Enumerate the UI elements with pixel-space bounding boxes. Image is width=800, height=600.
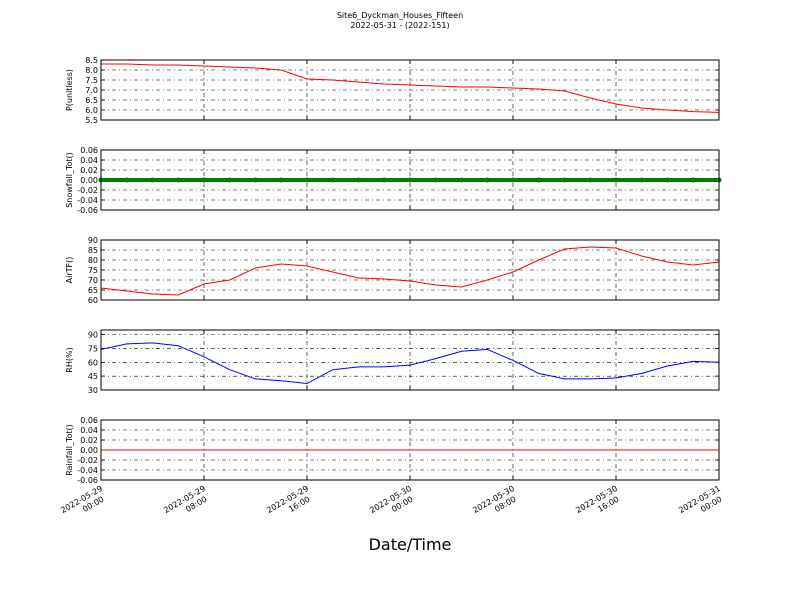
y-tick-label: -0.02 [77, 456, 98, 465]
y-tick-label: 6.0 [85, 106, 98, 115]
data-line [100, 342, 720, 385]
data-line [101, 63, 720, 113]
y-tick-label: 60 [88, 358, 98, 367]
y-tick-label: -0.02 [77, 186, 98, 195]
data-point [227, 177, 233, 183]
data-point [562, 177, 567, 183]
data-point [330, 177, 336, 183]
y-tick-label: 70 [88, 276, 98, 285]
y-tick-label: -0.06 [77, 206, 98, 215]
x-axis-label: Date/Time [369, 535, 452, 554]
data-point [253, 177, 258, 183]
data-point [587, 177, 593, 183]
y-axis-label: AirTF() [65, 257, 74, 284]
data-point [356, 177, 361, 183]
y-tick-label: 0.02 [80, 166, 98, 175]
data-point [484, 177, 490, 183]
y-tick-label: 90 [88, 236, 98, 245]
y-tick-label: 65 [88, 286, 98, 295]
y-tick-label: 0.06 [80, 146, 98, 155]
data-point [665, 177, 670, 183]
y-tick-label: 0.04 [80, 156, 98, 165]
y-tick-label: 80 [88, 256, 98, 265]
data-line [100, 246, 720, 296]
y-axis-label: RH(%) [65, 347, 74, 372]
y-tick-label: 5.5 [85, 116, 98, 125]
y-tick-label: 0.00 [80, 446, 98, 455]
chart-subtitle: 2022-05-31 - (2022-151) [350, 21, 449, 30]
y-axis-label: Rainfall_Tot() [65, 424, 74, 476]
plot-frame [100, 59, 720, 121]
data-point [459, 177, 464, 183]
data-point [433, 177, 439, 183]
data-point [690, 177, 696, 183]
plot-frame [100, 329, 720, 391]
y-tick-label: 75 [88, 344, 98, 353]
y-tick-label: 8.5 [85, 56, 98, 65]
data-point [201, 177, 207, 183]
y-tick-label: 7.0 [85, 86, 98, 95]
y-tick-label: 30 [88, 386, 98, 395]
data-point [381, 177, 387, 183]
data-point [150, 177, 155, 183]
y-tick-label: 7.5 [85, 76, 98, 85]
y-tick-label: 0.06 [80, 416, 98, 425]
data-point [175, 177, 181, 183]
chart-title: Site6_Dyckman_Houses_Fifteen [337, 11, 463, 20]
data-point [278, 177, 284, 183]
data-point [124, 177, 130, 183]
y-tick-label: 75 [88, 266, 98, 275]
plot-frame [100, 239, 720, 301]
plot-frame [100, 419, 720, 481]
y-axis-label: Snowfall_Tot() [65, 152, 74, 208]
data-point [407, 177, 413, 183]
y-tick-label: -0.04 [77, 196, 98, 205]
y-axis-label: P(unitless) [65, 69, 74, 111]
data-point [639, 177, 645, 183]
y-tick-label: 45 [88, 372, 98, 381]
y-tick-label: 0.00 [80, 176, 98, 185]
y-tick-label: 90 [88, 331, 98, 340]
y-tick-label: 6.5 [85, 96, 98, 105]
y-tick-label: 0.02 [80, 436, 98, 445]
data-point [613, 177, 619, 183]
y-tick-label: 0.04 [80, 426, 98, 435]
data-point [510, 177, 516, 183]
data-point [304, 177, 310, 183]
y-tick-label: 60 [88, 296, 98, 305]
y-tick-label: 8.0 [85, 66, 98, 75]
y-tick-label: -0.06 [77, 476, 98, 485]
y-tick-label: 85 [88, 246, 98, 255]
y-tick-label: -0.04 [77, 466, 98, 475]
data-point [536, 177, 542, 183]
plot-frame [100, 149, 720, 211]
